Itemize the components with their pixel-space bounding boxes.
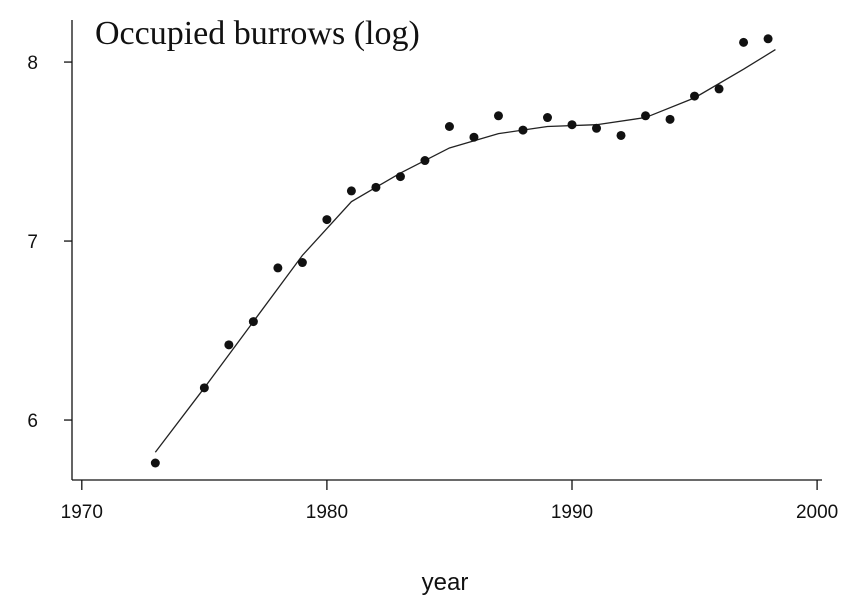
y-tick-label: 6 <box>27 411 38 432</box>
point <box>224 340 234 350</box>
y-tick-label: 7 <box>27 232 38 253</box>
point <box>371 182 381 192</box>
x-tick-label: 2000 <box>796 502 838 523</box>
point <box>592 123 602 133</box>
point <box>273 263 283 273</box>
x-tick-label: 1990 <box>551 502 593 523</box>
point <box>665 114 675 124</box>
point <box>444 121 454 131</box>
x-tick-label: 1980 <box>306 502 348 523</box>
point <box>493 111 503 121</box>
fit-line <box>154 48 776 453</box>
point <box>690 91 700 101</box>
point <box>739 37 749 47</box>
point <box>714 84 724 94</box>
point <box>297 258 307 268</box>
point <box>395 172 405 182</box>
x-tick-label: 1970 <box>61 502 103 523</box>
point <box>763 34 773 44</box>
point <box>616 130 626 140</box>
point <box>248 317 258 327</box>
point <box>567 120 577 130</box>
point <box>150 458 160 468</box>
point <box>469 132 479 142</box>
point <box>199 383 209 393</box>
chart-title: Occupied burrows (log) <box>95 15 420 52</box>
y-tick-label: 8 <box>27 53 38 74</box>
point <box>518 125 528 135</box>
point <box>542 113 552 123</box>
x-axis-label: year <box>422 569 469 596</box>
point <box>641 111 651 121</box>
point <box>346 186 356 196</box>
point <box>322 215 332 225</box>
point <box>420 156 430 166</box>
